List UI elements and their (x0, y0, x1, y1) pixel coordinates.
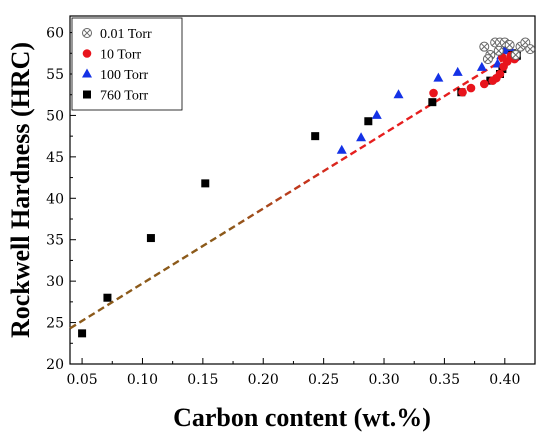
legend-label: 10 Torr (100, 48, 141, 63)
data-point (520, 37, 531, 48)
legend-marker (82, 28, 92, 38)
data-points (78, 37, 536, 338)
y-tick-label: 55 (46, 67, 64, 83)
legend-marker (82, 68, 92, 78)
data-point (393, 89, 404, 99)
data-point (504, 40, 515, 50)
x-tick-label: 0.40 (489, 372, 520, 388)
axis-ticks (70, 32, 536, 365)
legend-label: 0.01 Torr (100, 27, 152, 42)
fit-line (69, 46, 524, 330)
x-tick-label: 0.20 (248, 372, 279, 388)
y-tick-label: 35 (46, 233, 64, 249)
y-tick-label: 30 (46, 274, 64, 290)
data-point (146, 234, 155, 243)
y-axis-title: Rockwell Hardness (HRC) (6, 42, 35, 338)
plot-frame (69, 15, 536, 365)
y-tick-label: 20 (46, 357, 64, 373)
data-point (356, 132, 367, 142)
data-point (510, 49, 521, 60)
data-point (452, 66, 463, 76)
data-point (493, 45, 504, 56)
x-tick-label: 0.05 (66, 372, 97, 388)
data-point (336, 144, 347, 154)
axis-tick-labels: 0.05 0.10 0.15 0.20 0.25 0.30 0.35 0.40 20 25 30 35… (46, 26, 520, 388)
data-point (476, 61, 487, 71)
data-point-cross (484, 55, 492, 63)
data-point (103, 293, 112, 302)
data-point (201, 179, 210, 188)
data-point (429, 88, 438, 98)
data-point (364, 117, 373, 126)
data-point (458, 87, 467, 97)
y-tick-label: 40 (46, 191, 64, 207)
data-point (482, 54, 493, 65)
legend-marker-cross (83, 29, 91, 37)
y-tick-label: 45 (46, 150, 64, 166)
x-tick-label: 0.15 (187, 372, 218, 388)
x-tick-label: 0.30 (368, 372, 399, 388)
legend-marker (83, 90, 91, 99)
x-tick-label: 0.10 (127, 372, 158, 388)
y-tick-label: 50 (46, 108, 64, 124)
data-point (78, 329, 87, 338)
data-point (479, 41, 490, 52)
data-point (433, 72, 444, 82)
data-point (466, 83, 476, 93)
data-point (525, 44, 536, 55)
data-point (428, 98, 437, 107)
data-point-cross (526, 45, 534, 53)
data-point-cross (506, 41, 514, 49)
legend-label: 760 Torr (100, 89, 148, 104)
legend: 0.01 Torr 10 Torr 100 Torr 760 Torr (71, 17, 183, 111)
fit-line-group (69, 46, 524, 330)
x-tick-label: 0.35 (429, 372, 460, 388)
data-point-cross (512, 51, 520, 59)
data-point (479, 79, 489, 89)
data-point-cross (480, 43, 488, 51)
y-tick-label: 25 (46, 316, 64, 332)
data-point (371, 109, 382, 119)
y-tick-label: 60 (46, 26, 64, 42)
legend-marker (82, 49, 92, 58)
data-point (311, 132, 320, 141)
data-point (495, 69, 505, 79)
data-point-cross (495, 47, 503, 55)
data-point-cross (521, 38, 529, 47)
x-tick-label: 0.25 (308, 372, 339, 388)
x-axis-title: Carbon content (wt.%) (173, 403, 431, 432)
legend-label: 100 Torr (100, 68, 148, 83)
